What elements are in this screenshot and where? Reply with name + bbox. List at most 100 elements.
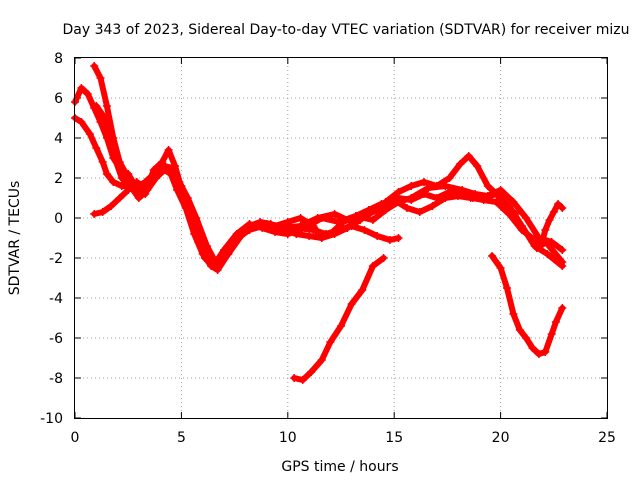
data-point — [92, 102, 101, 110]
x-tick-label: 15 — [385, 430, 403, 446]
data-point — [547, 330, 556, 338]
y-tick-label: -2 — [49, 251, 63, 267]
data-point — [126, 184, 135, 192]
data-point — [307, 368, 316, 376]
data-point — [368, 262, 377, 270]
data-point — [109, 178, 118, 186]
data-point — [296, 224, 305, 232]
data-point — [496, 186, 505, 194]
data-point — [532, 244, 541, 252]
data-point — [479, 194, 488, 202]
data-point — [109, 150, 118, 158]
y-axis-label: SDTVAR / TECUs — [7, 181, 23, 296]
y-tick-label: -4 — [49, 291, 63, 307]
data-point — [305, 232, 314, 240]
data-point — [177, 190, 186, 198]
series-line — [489, 253, 566, 357]
data-point — [185, 214, 194, 222]
data-point — [558, 304, 567, 312]
data-point — [168, 170, 177, 178]
data-point — [420, 178, 428, 186]
data-point — [317, 214, 326, 222]
series-track-7 — [488, 252, 567, 358]
x-tick-label: 20 — [492, 430, 510, 446]
data-point — [102, 102, 111, 110]
data-point — [483, 182, 492, 190]
data-point — [458, 186, 467, 194]
data-point — [160, 162, 169, 170]
data-point — [558, 246, 567, 254]
data-point — [143, 182, 152, 190]
data-point — [151, 170, 160, 178]
data-point — [134, 186, 143, 194]
data-point — [232, 232, 241, 240]
data-point — [117, 182, 126, 190]
data-point — [132, 178, 141, 186]
data-point — [92, 144, 101, 152]
y-tick-label: 4 — [54, 131, 63, 147]
data-point — [547, 238, 556, 246]
data-point — [90, 62, 99, 70]
data-point — [90, 210, 99, 218]
plot-frame — [74, 57, 608, 419]
data-point — [509, 310, 518, 318]
y-tick-label: 0 — [54, 211, 63, 227]
x-tick-label: 5 — [177, 430, 186, 446]
data-point — [456, 160, 465, 168]
data-point — [100, 114, 109, 122]
data-point — [290, 374, 299, 382]
data-point — [330, 210, 339, 218]
data-point — [98, 208, 107, 216]
data-point — [522, 214, 531, 222]
y-tick-label: 2 — [54, 171, 63, 187]
data-point — [515, 326, 524, 334]
series-line — [93, 103, 519, 265]
data-point — [347, 300, 356, 308]
data-point — [509, 198, 518, 206]
data-point — [96, 74, 105, 82]
data-point — [339, 218, 348, 226]
x-tick-label: 10 — [279, 430, 297, 446]
data-point — [309, 222, 318, 230]
data-point — [85, 130, 94, 138]
data-point — [528, 238, 537, 246]
data-point — [407, 182, 416, 190]
data-point — [379, 254, 388, 262]
data-point — [492, 190, 501, 198]
chart-title: Day 343 of 2023, Sidereal Day-to-day VTE… — [63, 22, 630, 38]
data-point — [415, 208, 424, 216]
data-point — [511, 210, 520, 218]
data-point — [347, 222, 356, 230]
data-point — [283, 228, 292, 236]
data-point — [464, 152, 473, 160]
x-tick-label: 0 — [71, 430, 80, 446]
series-track-6 — [290, 254, 388, 384]
data-point — [503, 284, 511, 292]
grid-lines — [75, 58, 607, 418]
data-point — [496, 264, 505, 272]
data-point — [558, 204, 567, 212]
data-point — [326, 338, 335, 346]
y-tick-label: -8 — [49, 371, 63, 387]
series-track-2 — [71, 84, 567, 270]
data-series — [71, 62, 567, 384]
data-point — [390, 196, 399, 204]
data-point — [98, 158, 107, 166]
data-point — [488, 252, 497, 260]
data-point — [454, 192, 462, 200]
data-point — [102, 170, 111, 178]
data-point — [134, 194, 143, 202]
data-point — [271, 222, 279, 230]
data-point — [364, 206, 373, 214]
series-track-5 — [92, 102, 520, 266]
data-point — [522, 334, 531, 342]
data-point — [222, 246, 231, 254]
data-point — [296, 214, 305, 222]
data-point — [537, 242, 545, 250]
data-point — [545, 216, 554, 224]
data-point — [432, 182, 441, 190]
data-point — [394, 188, 403, 196]
data-point — [428, 202, 437, 210]
data-point — [317, 356, 326, 364]
y-tick-label: 8 — [54, 51, 63, 67]
